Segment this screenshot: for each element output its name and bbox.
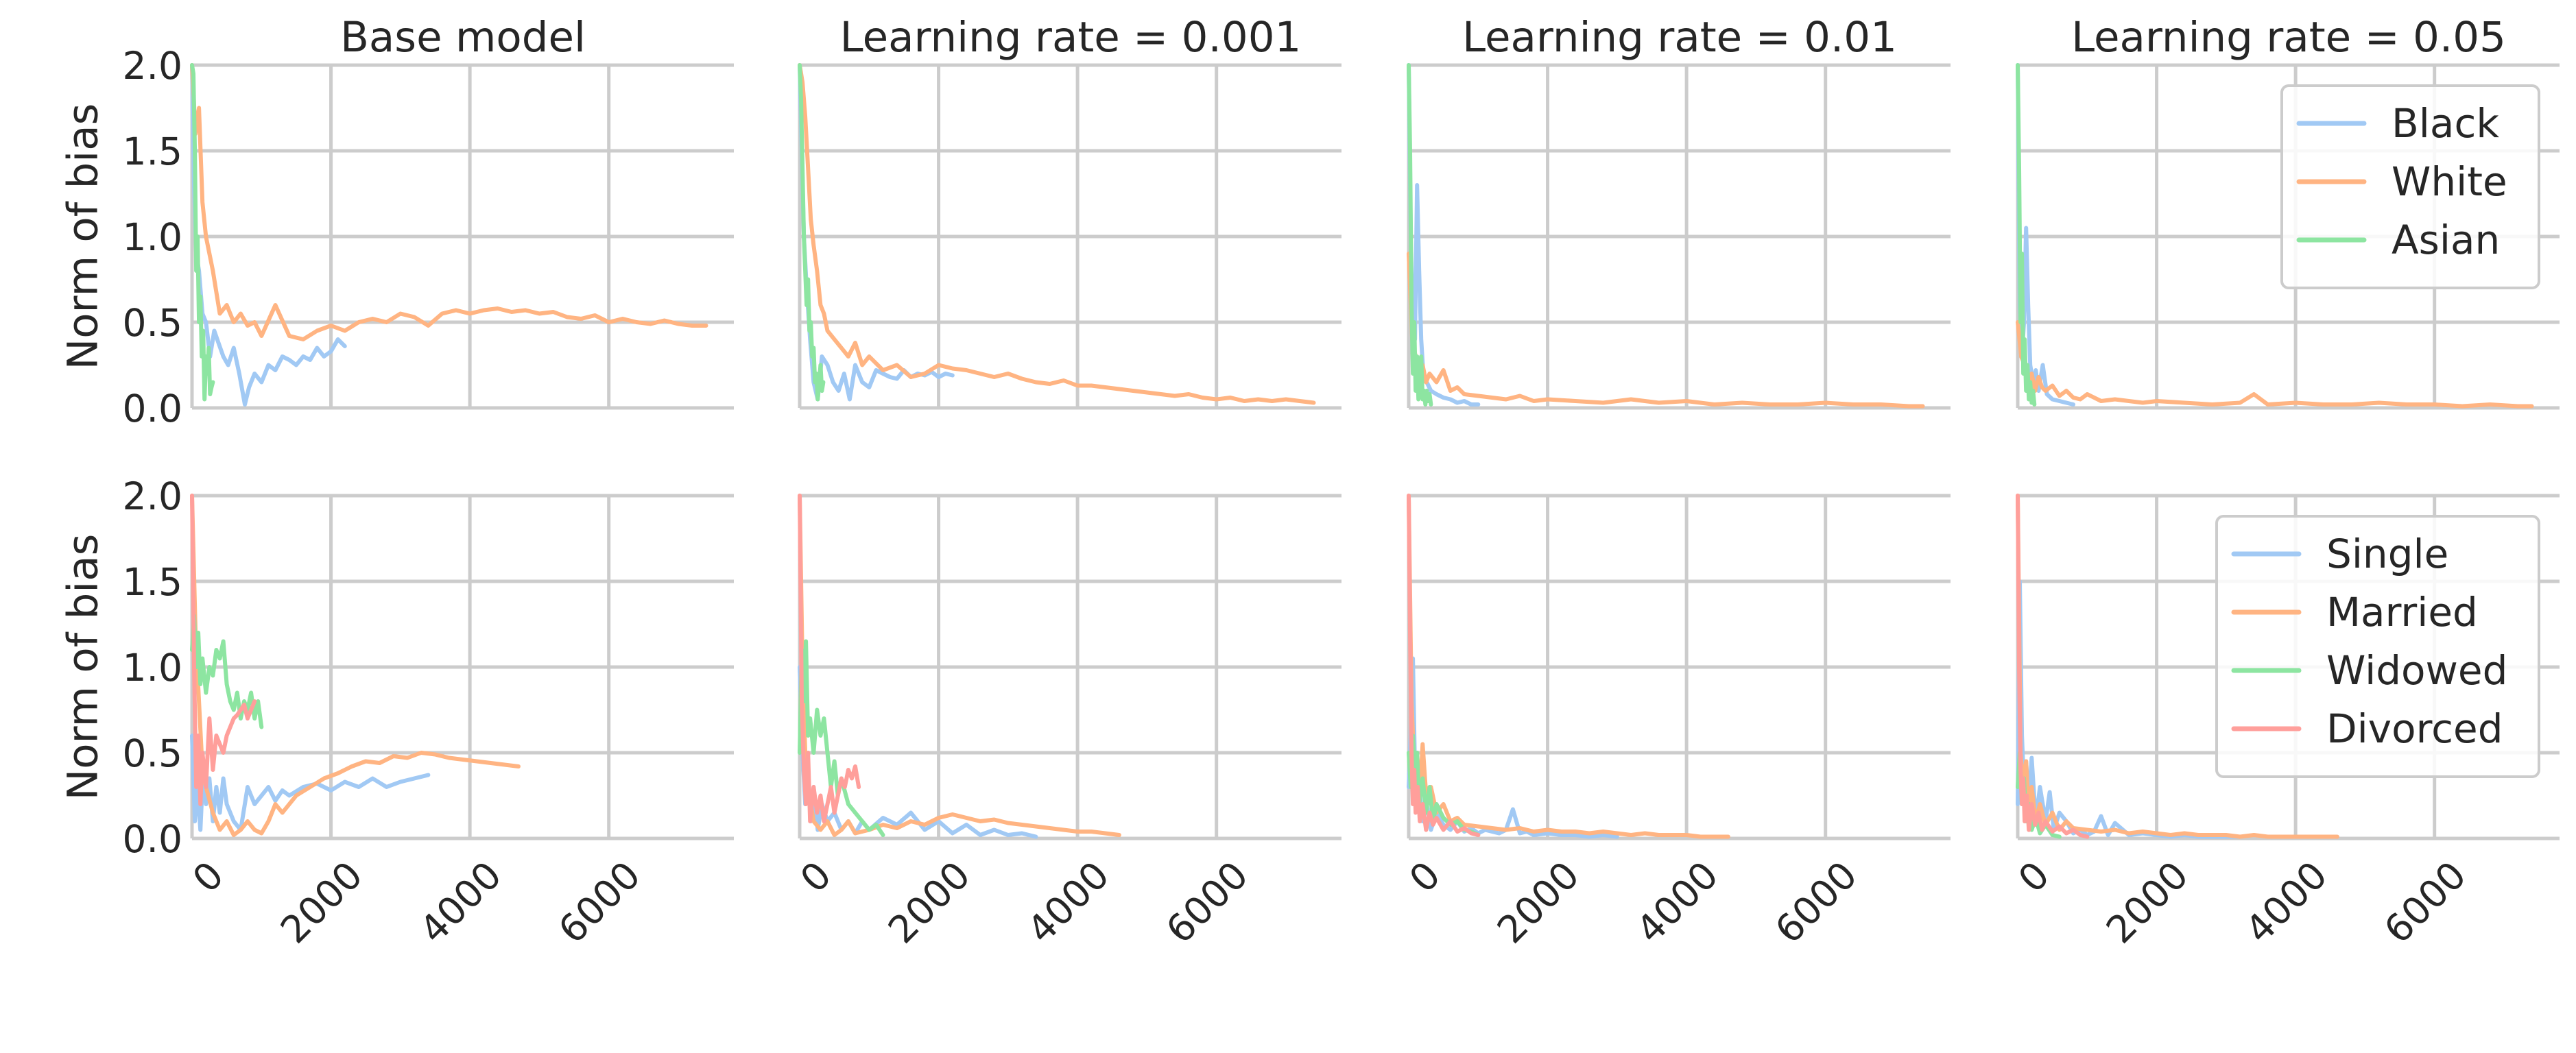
- legend-box: [2215, 515, 2540, 778]
- panel-r1-c0: 0.0 0.5 1.0 1.5 2.0 Norm of bias 0 2000 4000 6000: [58, 474, 734, 952]
- panel-title: Learning rate = 0.001: [840, 13, 1302, 62]
- series-line-divorced: [2016, 494, 2090, 839]
- y-tick-label: 0.5: [123, 301, 182, 345]
- legend-box: [2280, 84, 2540, 289]
- x-tick-label: 6000: [1158, 853, 1256, 952]
- y-axis-title: Norm of bias: [58, 534, 107, 801]
- y-tick-label: 2.0: [123, 44, 182, 88]
- panel-r0-c0: 0.0 0.5 1.0 1.5 2.0 Norm of bias Base model: [58, 13, 734, 431]
- panel-r1-c1: 0 2000 4000 6000: [791, 494, 1341, 952]
- x-tick-label: 2000: [272, 853, 371, 952]
- x-tick-label: 4000: [2237, 853, 2335, 952]
- x-tick-label: 0: [184, 853, 232, 901]
- legend: Black White Asian: [2280, 84, 2540, 289]
- panel-title: Learning rate = 0.01: [1462, 13, 1897, 62]
- series-line-widowed: [1407, 734, 1481, 837]
- y-tick-label: 0.0: [123, 387, 182, 431]
- series-line-widowed: [190, 614, 264, 729]
- legend-label-widowed: Widowed: [2326, 647, 2507, 694]
- legend-label-single: Single: [2326, 531, 2448, 577]
- series-line-divorced: [798, 494, 861, 823]
- legend-label-married: Married: [2326, 589, 2478, 636]
- y-tick-label: 1.0: [123, 646, 182, 690]
- series-line-asian: [798, 63, 826, 402]
- series-line-divorced: [1407, 494, 1481, 837]
- series-line-single: [2016, 579, 2243, 839]
- x-tick-label: 6000: [1767, 853, 1865, 952]
- series-line-white: [1407, 252, 1925, 409]
- y-tick-label: 1.5: [123, 560, 182, 604]
- series-line-black: [798, 63, 955, 402]
- x-tick-label: 2000: [880, 853, 979, 952]
- series-line-asian: [190, 63, 215, 402]
- series-line-married: [2016, 494, 2339, 839]
- series-line-asian: [2016, 63, 2037, 407]
- x-tick-label: 0: [791, 853, 839, 901]
- panel-r1-c2: 0 2000 4000 6000: [1400, 494, 1951, 952]
- y-tick-label: 1.0: [123, 215, 182, 259]
- x-tick-label: 2000: [2098, 853, 2197, 952]
- series-line-married: [1407, 494, 1730, 839]
- series-line-asian: [1407, 63, 1433, 407]
- x-tick-label: 6000: [2376, 853, 2474, 952]
- x-tick-label: 4000: [1627, 853, 1726, 952]
- x-tick-label: 0: [1400, 853, 1448, 901]
- series-line-white: [2016, 320, 2534, 409]
- y-axis-title: Norm of bias: [58, 104, 107, 370]
- legend: Single Married Widowed Divorced: [2215, 515, 2540, 778]
- y-tick-label: 2.0: [123, 474, 182, 518]
- y-tick-label: 1.5: [123, 130, 182, 173]
- legend-label-black: Black: [2392, 100, 2499, 147]
- legend-label-white: White: [2392, 158, 2507, 205]
- legend-label-divorced: Divorced: [2326, 705, 2503, 752]
- x-tick-label: 6000: [550, 853, 649, 952]
- panel-r0-c1: Learning rate = 0.001: [798, 13, 1341, 410]
- y-tick-label: 0.5: [123, 731, 182, 775]
- series-line-married: [798, 494, 1121, 837]
- series-line-widowed: [798, 639, 885, 837]
- series-line-divorced: [190, 494, 257, 806]
- series-line-single: [190, 734, 431, 832]
- x-tick-label: 0: [2009, 853, 2058, 901]
- x-tick-label: 4000: [1018, 853, 1117, 952]
- series-line-white: [798, 63, 1316, 405]
- panel-title: Learning rate = 0.05: [2071, 13, 2506, 62]
- x-tick-label: 2000: [1489, 853, 1588, 952]
- x-tick-label: 4000: [411, 853, 510, 952]
- series-line-white: [190, 63, 708, 341]
- series-line-black: [190, 63, 347, 407]
- legend-label-asian: Asian: [2392, 217, 2500, 263]
- series-line-married: [190, 494, 521, 837]
- panel-title: Base model: [340, 13, 586, 62]
- y-tick-label: 0.0: [123, 817, 182, 861]
- panel-r0-c2: Learning rate = 0.01: [1407, 13, 1951, 410]
